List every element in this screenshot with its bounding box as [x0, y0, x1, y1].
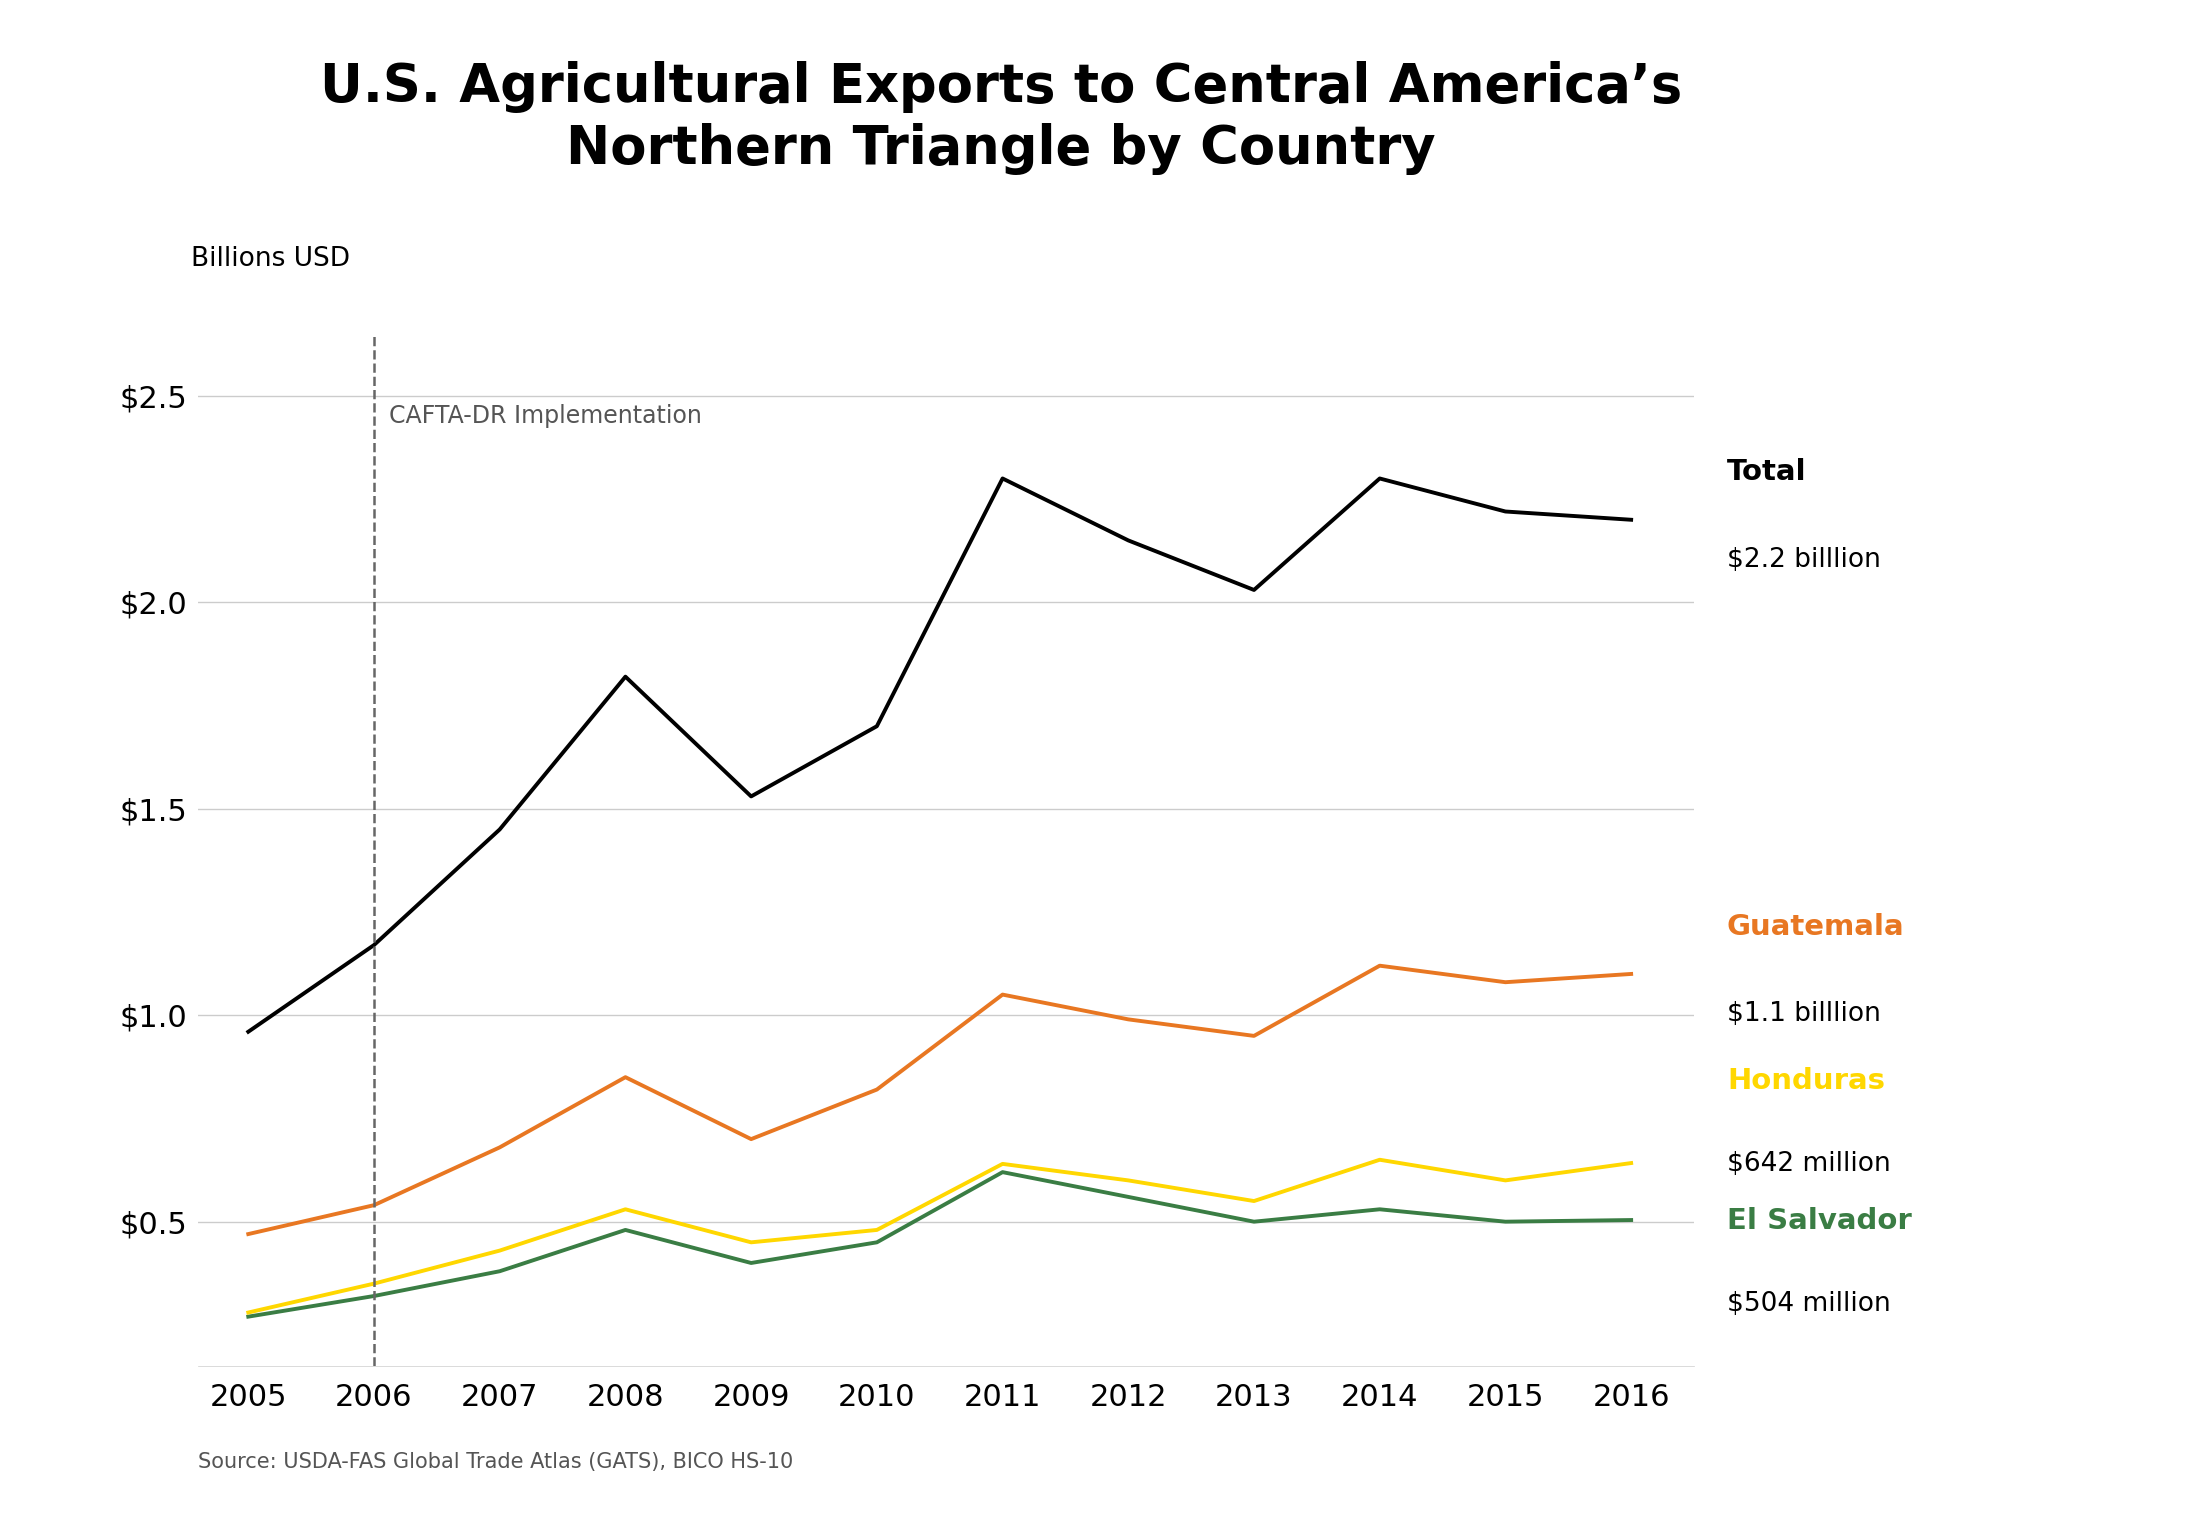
Text: $642 million: $642 million: [1727, 1151, 1890, 1176]
Text: Billions USD: Billions USD: [191, 246, 350, 272]
Text: U.S. Agricultural Exports to Central America’s
Northern Triangle by Country: U.S. Agricultural Exports to Central Ame…: [319, 61, 1683, 175]
Text: Total: Total: [1727, 458, 1806, 486]
Text: Honduras: Honduras: [1727, 1067, 1885, 1094]
Text: $1.1 billlion: $1.1 billlion: [1727, 1002, 1881, 1028]
Text: CAFTA-DR Implementation: CAFTA-DR Implementation: [389, 404, 702, 428]
Text: $504 million: $504 million: [1727, 1292, 1890, 1318]
Text: $2.2 billlion: $2.2 billlion: [1727, 546, 1881, 574]
Text: Source: USDA-FAS Global Trade Atlas (GATS), BICO HS-10: Source: USDA-FAS Global Trade Atlas (GAT…: [198, 1453, 794, 1472]
Text: Guatemala: Guatemala: [1727, 912, 1905, 941]
Text: El Salvador: El Salvador: [1727, 1207, 1912, 1236]
